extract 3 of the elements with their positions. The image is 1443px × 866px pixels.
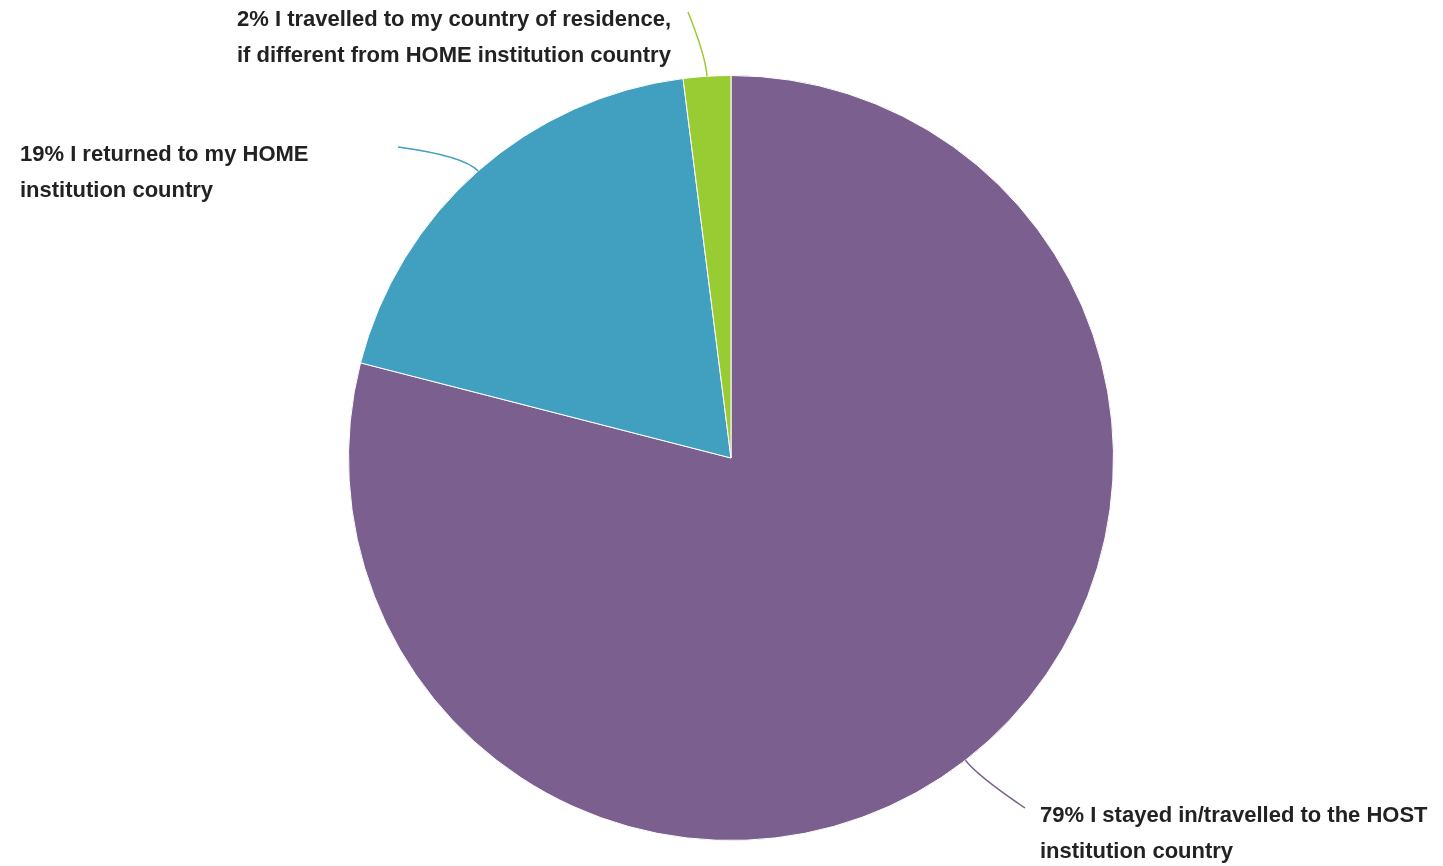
- slice-label: 2% I travelled to my country of residence, if different from HOME institution country: [237, 6, 672, 68]
- slice-label: 79% I stayed in/travelled to the HOST institution country: [1040, 802, 1429, 864]
- slice-label: 19% I returned to my HOME institution country: [20, 141, 309, 203]
